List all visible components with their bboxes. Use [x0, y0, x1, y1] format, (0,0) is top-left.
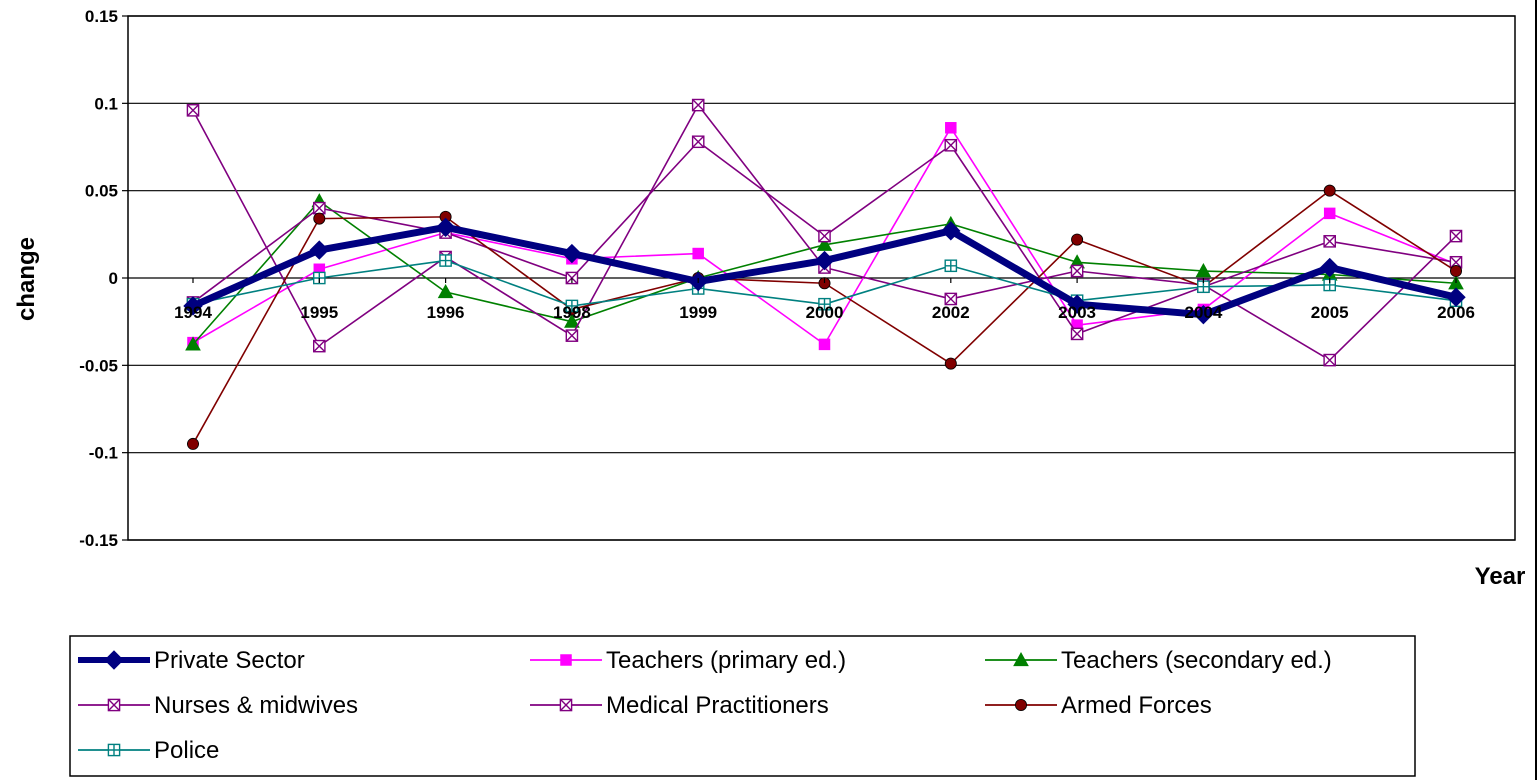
y-tick-label: 0.15: [85, 7, 118, 26]
data-point: [1323, 235, 1336, 248]
legend-label: Private Sector: [154, 647, 305, 674]
legend-label: Armed Forces: [1061, 692, 1212, 719]
data-point: [814, 250, 835, 271]
series-private-sector: [183, 217, 1466, 325]
data-point: [816, 236, 833, 251]
legend-label: Teachers (secondary ed.): [1061, 647, 1332, 674]
data-point: [1193, 304, 1214, 325]
legend-swatch-marker: [1015, 699, 1028, 712]
legend-swatch-marker: [1013, 651, 1029, 667]
data-point: [186, 437, 199, 450]
legend-label: Teachers (primary ed.): [606, 647, 846, 674]
legend-item-armed-forces: Armed Forces: [985, 692, 1212, 719]
legend-swatch-marker: [560, 654, 572, 666]
x-tick-label: 1998: [553, 303, 591, 322]
data-point: [562, 243, 582, 264]
data-point: [185, 336, 201, 351]
series-layer: [183, 98, 1466, 450]
x-axis-title: Year: [1475, 563, 1526, 590]
data-point: [565, 299, 579, 313]
data-point: [309, 240, 330, 260]
y-tick-label: -0.1: [89, 444, 118, 463]
data-point: [1449, 255, 1463, 269]
legend-item-teachers-secondary-ed: Teachers (secondary ed.): [985, 647, 1332, 674]
data-point: [818, 297, 831, 311]
data-point: [1449, 229, 1463, 243]
data-point: [691, 135, 705, 149]
data-point: [941, 221, 961, 241]
data-point: [944, 292, 958, 306]
data-point: [183, 296, 203, 316]
data-point: [818, 229, 831, 243]
data-point: [1323, 353, 1336, 367]
data-point: [944, 259, 958, 273]
data-point: [692, 247, 704, 260]
data-point: [313, 212, 326, 225]
data-point: [1067, 294, 1087, 314]
data-point: [1319, 257, 1340, 278]
data-point: [1323, 184, 1336, 197]
legend: Private Sector Teachers (primary ed.) Teac…: [69, 635, 1416, 777]
data-point: [944, 357, 957, 370]
gridlines: [128, 15, 1515, 541]
data-point: [1070, 264, 1084, 278]
data-point: [818, 277, 831, 290]
data-point: [1071, 233, 1084, 246]
x-tick-label: 2000: [806, 303, 844, 322]
x-tick-label: 2005: [1311, 303, 1349, 322]
legend-swatch-marker: [107, 743, 121, 757]
y-axis-ticks: 0.15 0.1 0.05 0 -0.05 -0.1 -0.15: [79, 7, 128, 550]
x-tick-label: 1994: [174, 303, 212, 322]
data-point: [313, 339, 326, 353]
y-tick-label: -0.15: [79, 531, 118, 550]
legend-label: Police: [154, 737, 219, 764]
legend-item-private-sector: Private Sector: [78, 647, 305, 674]
data-point: [565, 329, 579, 342]
data-point: [691, 98, 705, 112]
x-tick-label: 1996: [427, 303, 465, 322]
data-point: [945, 122, 957, 134]
y-tick-label: 0.1: [94, 94, 118, 113]
data-point: [818, 338, 831, 351]
data-point: [439, 254, 452, 267]
x-tick-label: 1999: [679, 303, 717, 322]
legend-item-teachers-primary-ed: Teachers (primary ed.): [530, 647, 846, 674]
data-point: [1450, 265, 1463, 278]
data-point: [437, 283, 454, 299]
legend-swatch-marker: [107, 698, 121, 712]
y-axis-title: change: [13, 237, 40, 321]
legend-label: Nurses & midwives: [154, 692, 358, 719]
legend-item-medical-practitioners: Medical Practitioners: [530, 692, 829, 719]
data-point: [435, 217, 456, 238]
data-point: [1323, 207, 1336, 220]
y-tick-label: -0.05: [79, 356, 118, 375]
legend-swatch-marker: [104, 650, 124, 670]
x-tick-label: 2003: [1058, 303, 1096, 322]
data-point: [1446, 287, 1466, 307]
x-axis-ticks: 1994 1995 1996 1998 1999 2000 2002 2003 2004 2005…: [174, 278, 1475, 322]
legend-swatch-marker: [559, 698, 573, 712]
data-point: [1070, 327, 1084, 341]
x-tick-label: 1995: [300, 303, 338, 322]
x-tick-label: 2006: [1437, 303, 1475, 322]
legend-item-police: Police: [78, 737, 219, 764]
data-point: [944, 138, 958, 152]
x-tick-label: 2002: [932, 303, 970, 322]
legend-label: Medical Practitioners: [606, 692, 829, 719]
data-point: [1195, 262, 1212, 278]
x-tick-label: 2004: [1184, 303, 1222, 322]
legend-box: [69, 635, 1416, 777]
y-tick-label: 0: [109, 269, 118, 288]
data-point: [313, 201, 326, 215]
legend-item-nurses-midwives: Nurses & midwives: [78, 692, 358, 719]
data-point: [186, 104, 200, 117]
data-point: [564, 313, 580, 328]
y-tick-label: 0.05: [85, 182, 118, 201]
